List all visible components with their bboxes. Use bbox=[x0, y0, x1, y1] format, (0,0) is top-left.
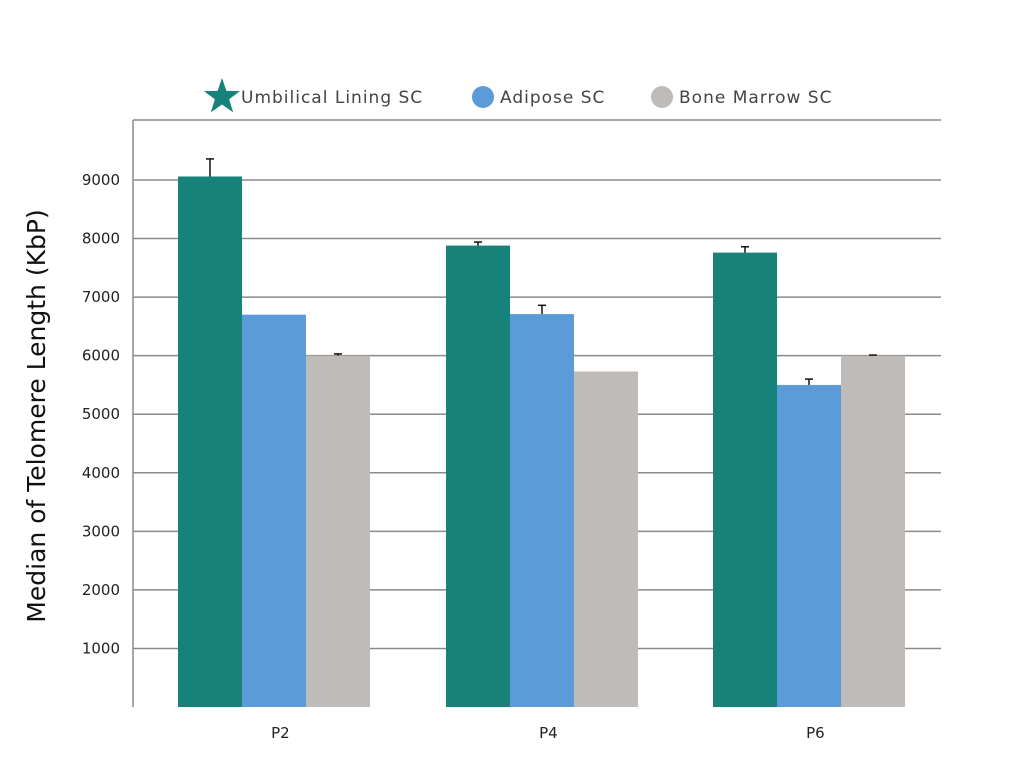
legend-label: Bone Marrow SC bbox=[679, 88, 832, 108]
bar-p6-series-3 bbox=[841, 355, 905, 707]
x-tick-label: P6 bbox=[806, 724, 825, 742]
y-tick-label: 7000 bbox=[82, 288, 120, 306]
error-bars bbox=[206, 158, 877, 385]
circle-icon bbox=[472, 86, 494, 108]
bar-p6-series-1 bbox=[713, 252, 777, 707]
y-tick-label: 2000 bbox=[82, 581, 120, 599]
y-tick-labels: 1000 2000 3000 4000 5000 6000 7000 8000 9000 bbox=[82, 171, 120, 657]
legend-label: Adipose SC bbox=[500, 88, 605, 108]
y-tick-label: 8000 bbox=[82, 230, 120, 248]
y-tick-label: 4000 bbox=[82, 464, 120, 482]
bar-p6-series-2 bbox=[777, 384, 841, 707]
x-tick-label: P4 bbox=[539, 724, 558, 742]
bar-p4-series-3 bbox=[574, 371, 638, 707]
bars bbox=[178, 176, 905, 708]
x-tick-labels: P2 P4 P6 bbox=[271, 724, 825, 742]
bar-p2-series-1 bbox=[178, 176, 242, 707]
y-axis-label: Median of Telomere Length (KbP) bbox=[22, 209, 51, 622]
y-tick-label: 3000 bbox=[82, 522, 120, 540]
y-tick-label: 9000 bbox=[82, 171, 120, 189]
star-icon bbox=[203, 78, 241, 113]
bar-p4-series-2 bbox=[510, 314, 574, 707]
bar-p4-series-1 bbox=[446, 245, 510, 708]
bar-p2-series-3 bbox=[306, 355, 370, 707]
y-tick-label: 6000 bbox=[82, 347, 120, 365]
legend-label: Umbilical Lining SC bbox=[241, 88, 423, 108]
x-tick-label: P2 bbox=[271, 724, 290, 742]
y-tick-label: 5000 bbox=[82, 405, 120, 423]
bar-p2-series-2 bbox=[242, 314, 306, 707]
legend: Umbilical Lining SC Adipose SC Bone Marrow… bbox=[203, 78, 832, 113]
y-tick-label: 1000 bbox=[82, 639, 120, 657]
circle-icon bbox=[651, 86, 673, 108]
